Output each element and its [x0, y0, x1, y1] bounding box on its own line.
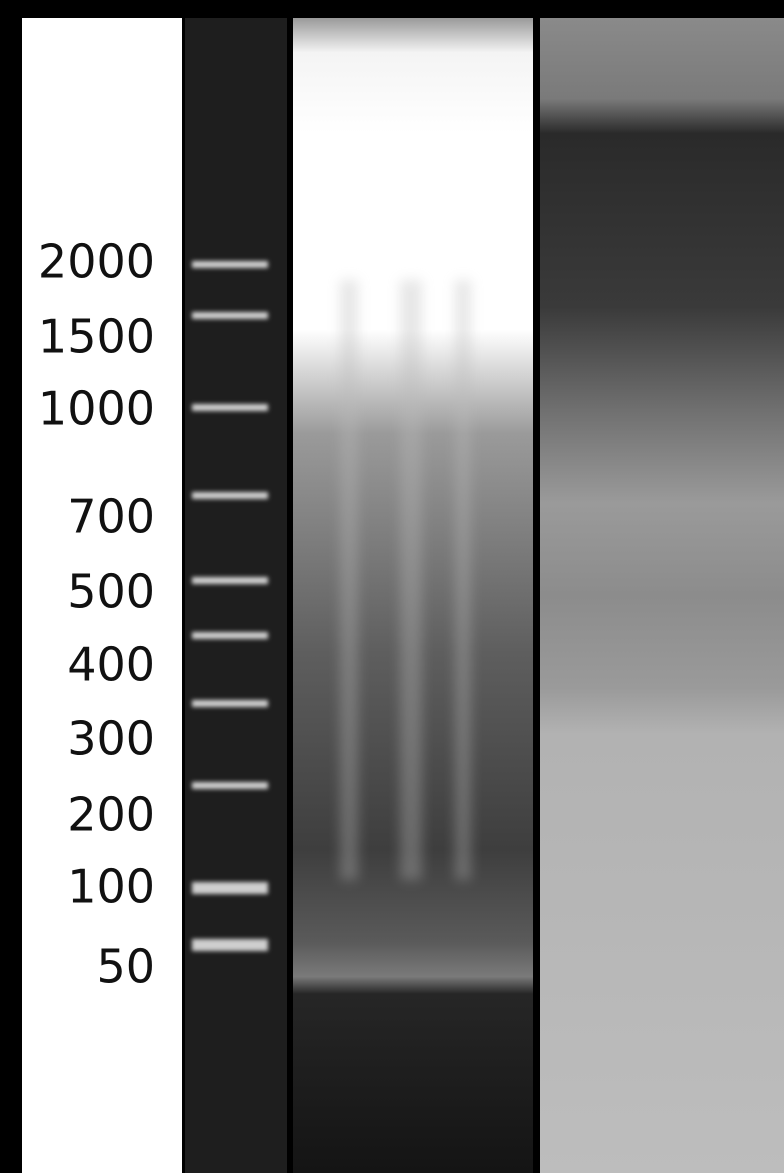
- stained-lane: [540, 18, 784, 1173]
- ladder-band: [192, 782, 268, 789]
- ladder-label: 500: [67, 565, 155, 619]
- ladder-band: [192, 312, 268, 319]
- ladder-label: 1000: [38, 382, 155, 436]
- ladder-label: 1500: [38, 310, 155, 364]
- ladder-band: [192, 632, 268, 639]
- ladder-label: 300: [67, 712, 155, 766]
- ladder-label: 100: [67, 860, 155, 914]
- ladder-band: [192, 261, 268, 268]
- gel-image: 2000 1500 1000 700 500 400 300 200 100 50: [0, 0, 784, 1173]
- ladder-band: [192, 492, 268, 499]
- ladder-label: 400: [67, 638, 155, 692]
- ladder-band: [192, 882, 268, 894]
- ladder-band: [192, 939, 268, 951]
- ladder-band: [192, 404, 268, 411]
- ladder-band: [192, 577, 268, 584]
- ladder-label: 2000: [38, 235, 155, 289]
- ladder-label: 50: [96, 940, 155, 994]
- ladder-label: 200: [67, 788, 155, 842]
- ladder-lane: [185, 18, 287, 1173]
- ladder-label: 700: [67, 490, 155, 544]
- ladder-band: [192, 700, 268, 707]
